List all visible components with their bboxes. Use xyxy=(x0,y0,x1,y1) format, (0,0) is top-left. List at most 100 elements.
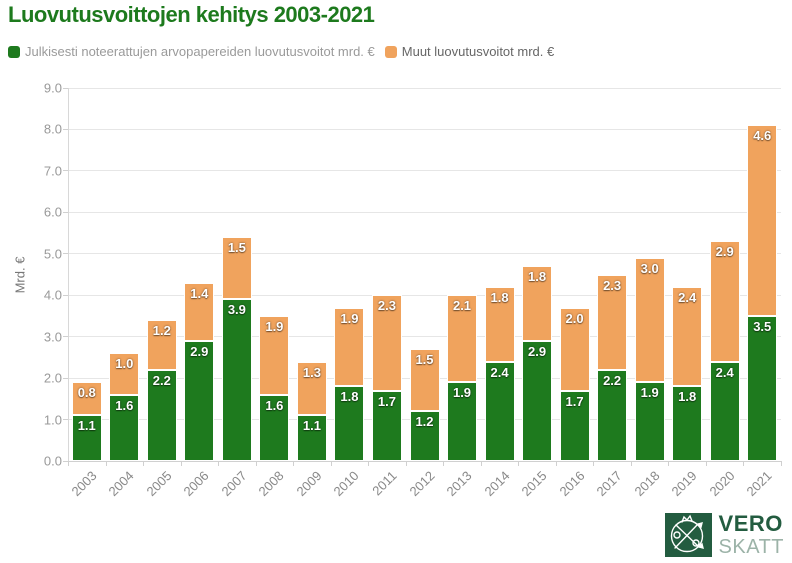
x-axis-label-2006: 2006 xyxy=(180,468,212,500)
bar-segment-orange-2021[interactable] xyxy=(747,125,778,316)
bar-segment-orange-2006[interactable] xyxy=(184,282,215,341)
y-gridline xyxy=(68,253,781,255)
y-axis-tick xyxy=(63,170,68,172)
bar-segment-green-2015[interactable] xyxy=(522,340,553,461)
x-axis-tick xyxy=(743,461,745,466)
x-axis-label-2009: 2009 xyxy=(293,468,325,500)
bar-segment-orange-2007[interactable] xyxy=(221,237,252,300)
x-axis-tick xyxy=(668,461,670,466)
bar-value-label: 1.9 xyxy=(265,318,284,334)
y-axis-tick xyxy=(63,211,68,213)
bar-value-label: 1.8 xyxy=(490,289,509,305)
y-axis-tick xyxy=(63,128,68,130)
page-title: Luovutusvoittojen kehitys 2003-2021 xyxy=(8,2,375,27)
bar-segment-green-2007[interactable] xyxy=(221,299,252,461)
legend-item-listed-securities[interactable]: Julkisesti noteerattujen arvopapereiden … xyxy=(8,44,375,59)
y-axis-tick-label: 2.0 xyxy=(43,370,62,386)
legend-item-other-gains[interactable]: Muut luovutusvoitot mrd. € xyxy=(384,44,554,59)
x-axis-label-2007: 2007 xyxy=(218,468,250,500)
y-gridline xyxy=(68,294,781,296)
bar-value-label: 2.4 xyxy=(490,364,509,380)
bar-segment-green-2017[interactable] xyxy=(597,369,628,461)
bar-segment-green-2021[interactable] xyxy=(747,315,778,461)
bar-value-label: 1.5 xyxy=(415,352,434,368)
x-axis-tick xyxy=(480,461,482,466)
legend-swatch-orange xyxy=(384,45,397,58)
bar-segment-green-2010[interactable] xyxy=(334,386,365,461)
x-axis-label-2012: 2012 xyxy=(406,468,438,500)
x-axis-tick xyxy=(143,461,145,466)
x-axis-tick xyxy=(105,461,107,466)
bar-segment-orange-2005[interactable] xyxy=(146,320,177,370)
bar-segment-green-2013[interactable] xyxy=(447,382,478,461)
x-axis-tick xyxy=(405,461,407,466)
bar-value-label: 1.7 xyxy=(565,393,584,409)
bar-segment-orange-2017[interactable] xyxy=(597,274,628,370)
bar-segment-green-2014[interactable] xyxy=(484,361,515,461)
x-axis-tick xyxy=(68,461,69,466)
y-axis-tick-label: 9.0 xyxy=(43,80,62,96)
bar-segment-green-2003[interactable] xyxy=(71,415,102,461)
bar-segment-orange-2013[interactable] xyxy=(447,295,478,383)
bar-segment-green-2018[interactable] xyxy=(634,382,665,461)
bar-value-label: 1.2 xyxy=(415,414,434,430)
x-axis-tick xyxy=(218,461,220,466)
bar-value-label: 1.9 xyxy=(640,385,659,401)
bar-value-label: 1.9 xyxy=(340,310,359,326)
bar-segment-orange-2014[interactable] xyxy=(484,286,515,362)
bar-segment-orange-2004[interactable] xyxy=(109,353,140,395)
bar-segment-green-2004[interactable] xyxy=(109,394,140,461)
x-axis-tick xyxy=(443,461,445,466)
vero-logo: VERO SKATT xyxy=(664,511,784,557)
bar-segment-green-2006[interactable] xyxy=(184,340,215,461)
x-axis-label-2008: 2008 xyxy=(255,468,287,500)
bar-value-label: 1.8 xyxy=(528,269,547,285)
bar-segment-green-2012[interactable] xyxy=(409,411,440,461)
y-axis-tick-label: 5.0 xyxy=(43,246,62,262)
x-axis-label-2013: 2013 xyxy=(443,468,475,500)
x-axis-label-2004: 2004 xyxy=(105,468,137,500)
bar-segment-orange-2018[interactable] xyxy=(634,257,665,383)
x-axis-label-2015: 2015 xyxy=(518,468,550,500)
bar-segment-orange-2008[interactable] xyxy=(259,315,290,395)
bar-segment-green-2011[interactable] xyxy=(371,390,402,461)
bar-value-label: 1.1 xyxy=(302,418,321,434)
x-axis-line xyxy=(68,461,781,462)
y-axis-tick xyxy=(63,460,68,462)
bar-value-label: 1.5 xyxy=(227,240,246,256)
vero-emblem-icon xyxy=(664,513,712,557)
bar-segment-orange-2010[interactable] xyxy=(334,307,365,387)
bar-segment-orange-2020[interactable] xyxy=(709,241,740,362)
bar-value-label: 1.0 xyxy=(115,356,134,372)
y-axis-tick xyxy=(63,419,68,421)
x-axis-tick xyxy=(593,461,595,466)
bar-segment-green-2008[interactable] xyxy=(259,394,290,461)
bar-segment-orange-2015[interactable] xyxy=(522,266,553,341)
logo-text-vero: VERO xyxy=(718,511,783,536)
bar-segment-green-2016[interactable] xyxy=(559,390,590,461)
bar-value-label: 4.6 xyxy=(753,128,772,144)
x-axis-tick xyxy=(630,461,632,466)
bar-segment-orange-2016[interactable] xyxy=(559,307,590,391)
bar-value-label: 1.8 xyxy=(340,389,359,405)
x-axis-label-2017: 2017 xyxy=(593,468,625,500)
bar-segment-green-2020[interactable] xyxy=(709,361,740,461)
x-axis-tick xyxy=(781,461,782,466)
y-axis-tick xyxy=(63,253,68,255)
bar-value-label: 0.8 xyxy=(77,385,96,401)
bar-segment-orange-2011[interactable] xyxy=(371,295,402,391)
bar-segment-green-2019[interactable] xyxy=(672,386,703,461)
bar-segment-orange-2009[interactable] xyxy=(296,361,327,416)
bar-segment-orange-2003[interactable] xyxy=(71,382,102,416)
bar-segment-orange-2019[interactable] xyxy=(672,286,703,387)
y-axis-tick-label: 6.0 xyxy=(43,204,62,220)
bar-segment-orange-2012[interactable] xyxy=(409,349,440,412)
bar-value-label: 2.4 xyxy=(678,289,697,305)
bar-segment-green-2005[interactable] xyxy=(146,369,177,461)
bar-segment-green-2009[interactable] xyxy=(296,415,327,461)
x-axis-label-2011: 2011 xyxy=(369,468,400,499)
y-axis-tick xyxy=(63,87,68,89)
y-axis-tick-label: 7.0 xyxy=(43,163,62,179)
y-gridline xyxy=(68,128,781,130)
